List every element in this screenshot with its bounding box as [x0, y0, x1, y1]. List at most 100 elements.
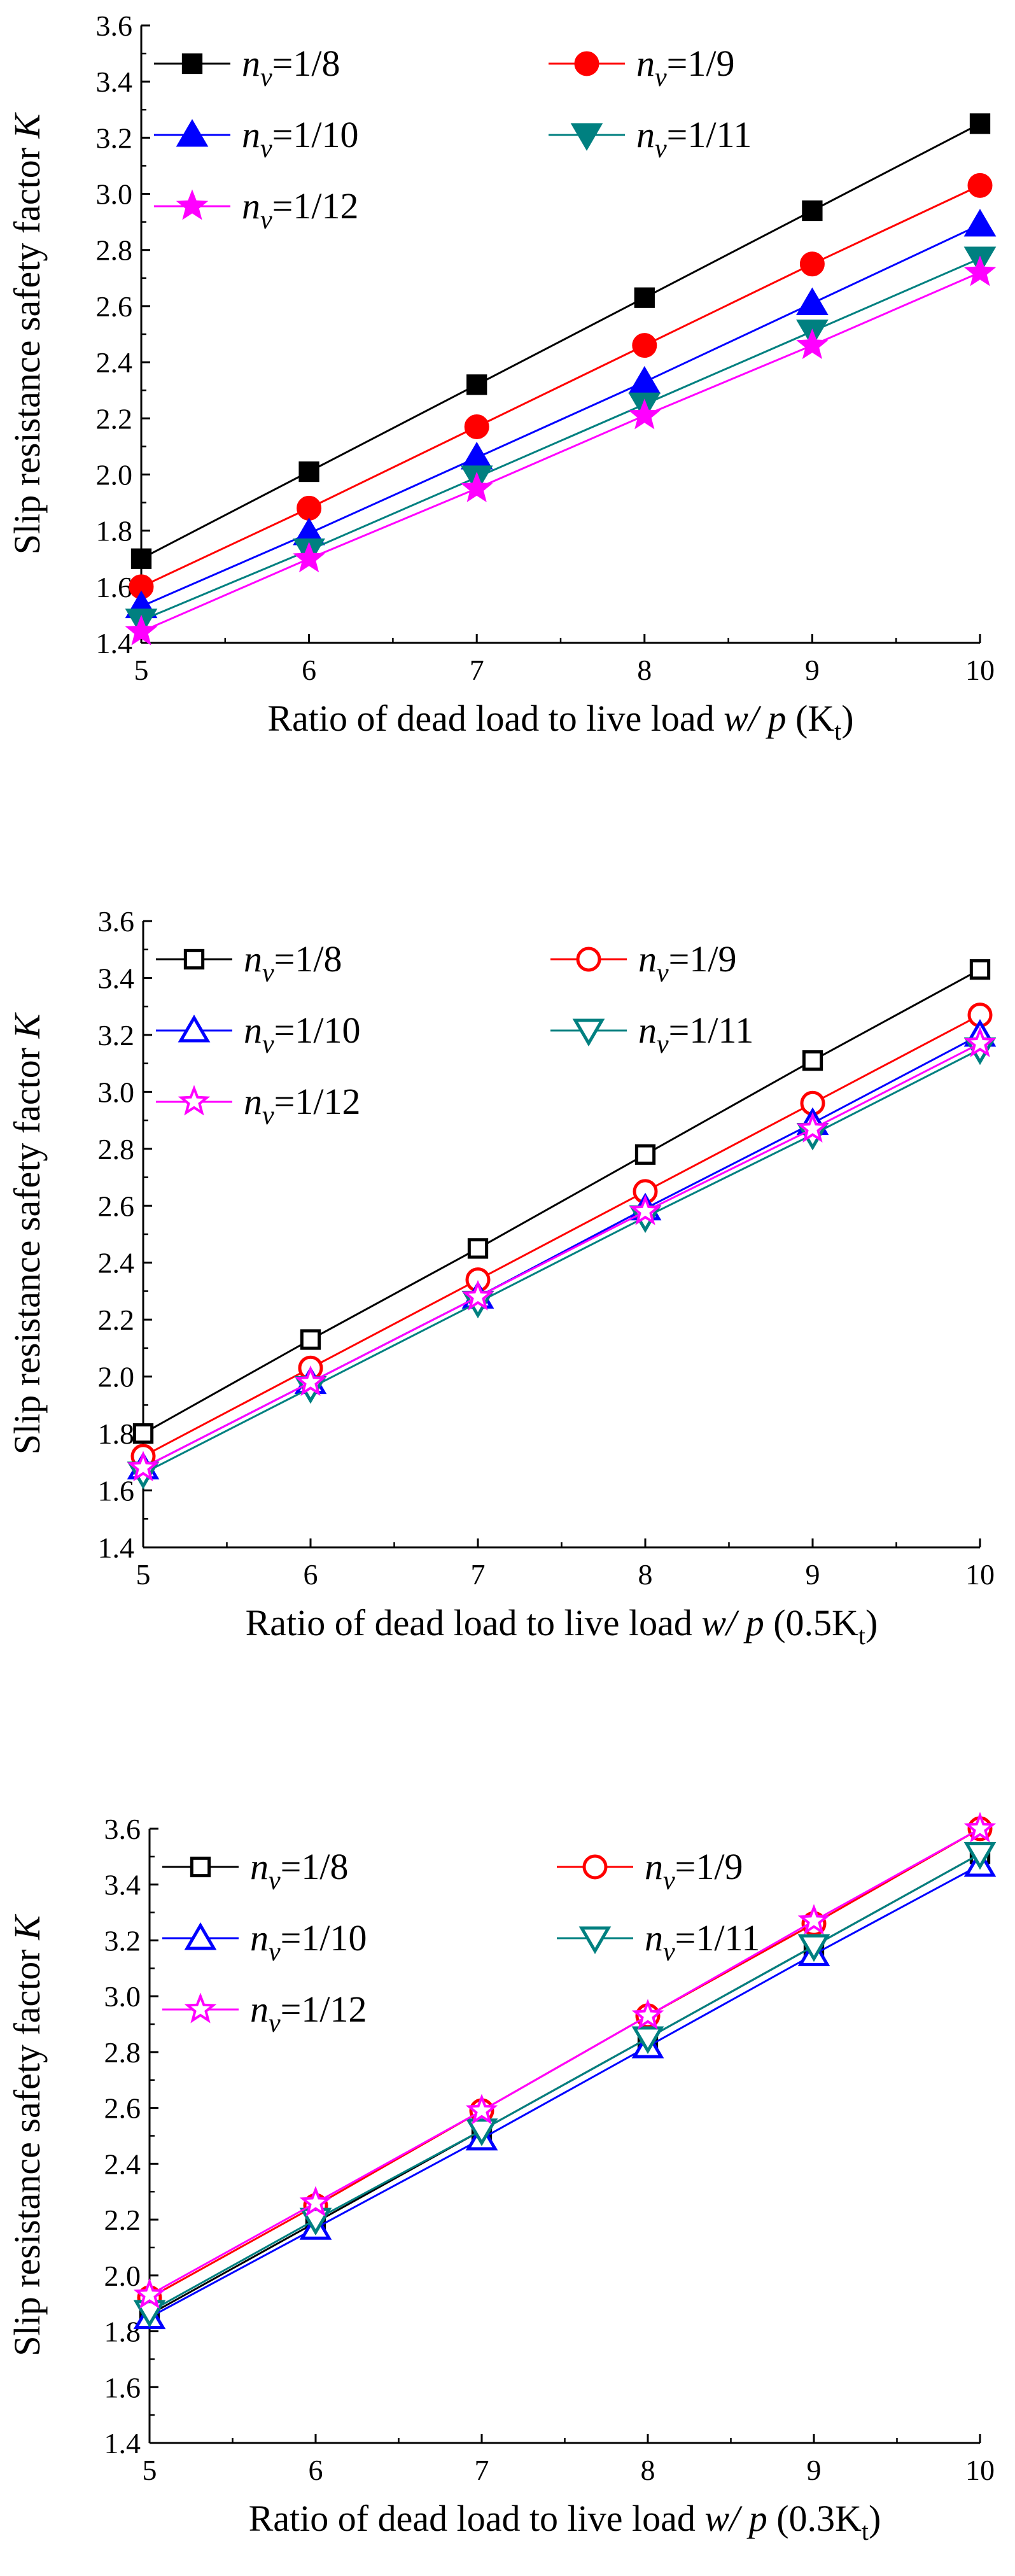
data-point	[127, 1451, 160, 1482]
data-point	[460, 471, 493, 502]
x-tick-label: 5	[136, 1558, 151, 1591]
legend-item: nv=1/12	[156, 1081, 360, 1130]
series-3	[125, 209, 997, 619]
x-tick-label: 8	[641, 2454, 655, 2486]
data-point	[967, 172, 993, 198]
y-tick-label: 2.2	[98, 1304, 135, 1336]
data-point	[461, 1279, 494, 1311]
data-point	[293, 542, 325, 573]
y-tick-label: 1.8	[104, 2316, 141, 2348]
x-tick-label: 5	[134, 654, 149, 686]
y-tick-label: 1.4	[104, 2427, 141, 2460]
data-point	[629, 1194, 662, 1225]
legend-label: nv=1/10	[250, 1917, 367, 1967]
y-tick-label: 1.6	[98, 1475, 135, 1507]
y-tick-label: 2.2	[96, 402, 133, 435]
data-point	[297, 495, 322, 521]
legend-item: nv=1/11	[549, 114, 752, 164]
y-axis-title: Slip resistance safety factor K	[6, 1011, 48, 1454]
series-1	[132, 959, 991, 1444]
legend: nv=1/8 nv=1/9 nv=1/10 nv=1/11 nv=1/12	[156, 938, 753, 1130]
series-line	[143, 968, 981, 1435]
data-point	[796, 328, 829, 360]
legend-label: nv=1/10	[244, 1010, 360, 1059]
legend-item: nv=1/12	[162, 1988, 367, 2038]
legend-item: nv=1/12	[154, 185, 358, 235]
data-point	[963, 1026, 997, 1057]
series-line	[141, 184, 981, 588]
x-tick-label: 9	[807, 2454, 822, 2486]
legend-marker	[181, 53, 203, 74]
y-tick-label: 3.0	[96, 178, 133, 211]
legend-label: nv=1/11	[636, 114, 752, 164]
legend-marker	[570, 123, 603, 151]
legend-item: nv=1/8	[154, 43, 340, 92]
series-4	[133, 1841, 997, 2328]
data-point	[298, 461, 319, 482]
data-point	[464, 414, 489, 439]
y-tick-label: 2.0	[96, 458, 133, 491]
series-1	[130, 113, 991, 569]
data-point	[969, 113, 991, 134]
legend-marker	[176, 119, 209, 147]
x-tick-label: 10	[965, 1558, 995, 1591]
data-point	[460, 442, 493, 470]
legend: nv=1/8 nv=1/9 nv=1/10 nv=1/11 nv=1/12	[162, 1846, 760, 2038]
legend-item: nv=1/11	[557, 1917, 760, 1967]
data-point	[631, 1999, 664, 2030]
legend-item: nv=1/9	[557, 1846, 743, 1896]
legend-item: nv=1/11	[550, 1010, 753, 1059]
data-point	[465, 2118, 498, 2146]
data-point	[963, 255, 997, 286]
legend-marker	[574, 51, 599, 76]
data-point	[802, 1050, 823, 1071]
data-point	[634, 287, 655, 308]
series-5	[127, 1026, 997, 1482]
y-tick-label: 3.6	[98, 905, 135, 938]
data-point	[631, 2026, 664, 2054]
data-point	[963, 1812, 997, 1843]
legend-marker	[178, 1015, 211, 1043]
legend-marker	[184, 1922, 217, 1950]
series-line	[143, 1042, 981, 1469]
y-tick-label: 3.4	[98, 962, 135, 994]
data-point	[969, 959, 991, 980]
y-tick-label: 3.0	[98, 1076, 135, 1108]
legend-label: nv=1/9	[645, 1846, 743, 1896]
data-point	[796, 1111, 829, 1143]
data-point	[300, 1329, 321, 1350]
x-tick-label: 7	[475, 2454, 489, 2486]
data-point	[133, 2277, 166, 2309]
series-line	[149, 1864, 981, 2318]
legend-label: nv=1/12	[244, 1081, 360, 1130]
legend-label: nv=1/11	[645, 1917, 760, 1967]
legend-item: nv=1/8	[156, 938, 342, 988]
data-point	[130, 548, 152, 569]
y-tick-label: 1.8	[98, 1418, 135, 1450]
y-tick-label: 2.0	[104, 2260, 141, 2292]
series-line	[143, 1048, 981, 1475]
legend-label: nv=1/8	[250, 1846, 348, 1896]
x-axis-title: Ratio of dead load to live load w/ p (0.…	[246, 1602, 878, 1650]
legend-label: nv=1/12	[250, 1988, 367, 2038]
y-tick-label: 2.4	[98, 1247, 135, 1279]
data-point	[963, 1841, 997, 1870]
data-point	[632, 333, 657, 358]
data-point	[802, 200, 823, 222]
legend-label: nv=1/9	[638, 938, 736, 988]
data-point	[628, 365, 661, 394]
legend-marker	[572, 1018, 605, 1046]
legend-item: nv=1/10	[162, 1917, 367, 1967]
series-2	[129, 172, 993, 600]
legend-label: nv=1/10	[242, 114, 358, 164]
y-tick-label: 3.4	[96, 66, 133, 98]
series-5	[125, 255, 997, 645]
legend-marker	[578, 1926, 612, 1954]
data-point	[634, 1144, 656, 1165]
data-point	[299, 2186, 332, 2217]
series-line	[141, 271, 981, 633]
legend-item: nv=1/10	[156, 1010, 360, 1059]
legend-item: nv=1/9	[549, 43, 734, 92]
x-tick-label: 8	[638, 1558, 653, 1591]
